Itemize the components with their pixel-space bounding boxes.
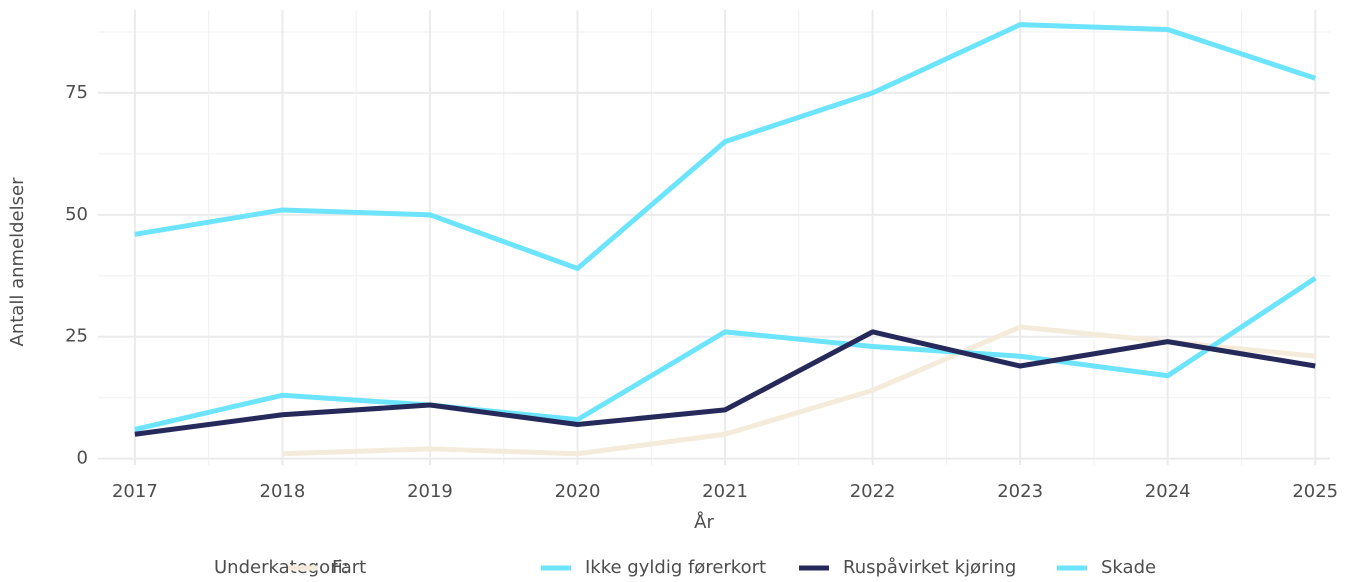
x-tick-label: 2017	[112, 481, 158, 502]
x-tick-label: 2020	[555, 481, 601, 502]
y-tick-label: 75	[65, 82, 88, 103]
series-line	[134, 329, 1316, 437]
legend-title: Underkategori:	[214, 557, 349, 578]
y-axis-title: Antall anmeldelser	[7, 177, 28, 347]
legend-label: Ruspåvirket kjøring	[843, 557, 1016, 578]
series-line	[134, 22, 1317, 271]
x-tick-label: 2025	[1292, 481, 1338, 502]
legend-label: Fart	[332, 557, 366, 578]
x-tick-label: 2022	[850, 481, 896, 502]
series-line	[134, 276, 1317, 432]
y-tick-label: 50	[65, 204, 88, 225]
x-tick-label: 2021	[702, 481, 748, 502]
x-tick-label: 2024	[1145, 481, 1191, 502]
x-tick-label: 2018	[260, 481, 306, 502]
series-line	[282, 324, 1316, 457]
legend-label: Ikke gyldig førerkort	[585, 557, 766, 578]
y-tick-label: 0	[77, 448, 88, 469]
x-axis-title: År	[694, 511, 714, 533]
y-tick-label: 25	[65, 326, 88, 347]
legend-label: Skade	[1101, 557, 1156, 578]
x-tick-label: 2019	[407, 481, 453, 502]
x-tick-label: 2023	[997, 481, 1043, 502]
